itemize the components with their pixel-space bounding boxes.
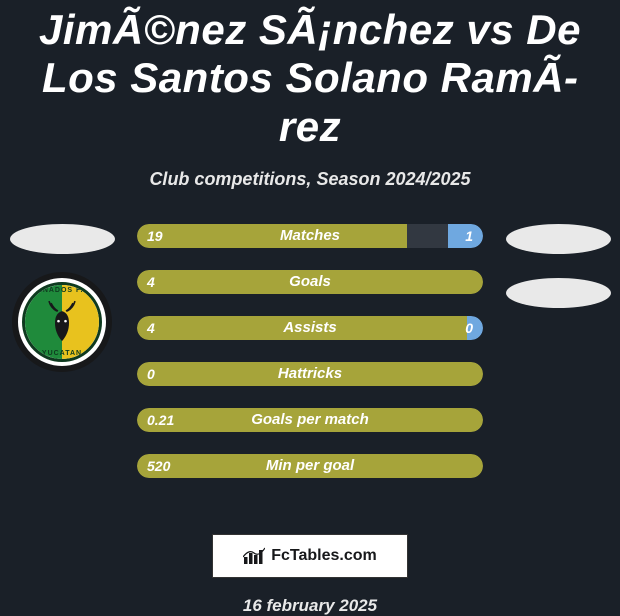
- player-right-silhouette-1: [506, 224, 611, 254]
- stat-bar: Assists4 0: [137, 316, 483, 340]
- fctables-label: FcTables.com: [271, 547, 377, 565]
- stat-bar: Matches19 1: [137, 224, 483, 248]
- stat-value-right: 1: [465, 224, 473, 248]
- subtitle: Club competitions, Season 2024/2025: [0, 169, 620, 190]
- comparison-arena: VENADOS F.C. YUCATAN Matches191Goals4Ass…: [0, 224, 620, 504]
- stat-bars: Matches191Goals4Assists40Hattricks0Goals…: [137, 224, 483, 478]
- stat-value-right: 0: [465, 316, 473, 340]
- stat-value-left: 4: [147, 270, 155, 294]
- stat-bar: Hattricks0: [137, 362, 483, 386]
- club-top-text: VENADOS F.C.: [25, 287, 99, 294]
- player-right-column: [498, 224, 618, 308]
- bar-chart-icon: [243, 547, 265, 565]
- stat-bar: Goals4: [137, 270, 483, 294]
- stat-label: Min per goal: [137, 454, 483, 478]
- deer-icon: [45, 299, 79, 343]
- stat-label: Hattricks: [137, 362, 483, 386]
- page-title: JimÃ©nez SÃ¡nchez vs De Los Santos Solan…: [0, 0, 620, 151]
- club-bottom-text: YUCATAN: [25, 350, 99, 357]
- player-left-club-badge: VENADOS F.C. YUCATAN: [12, 272, 112, 372]
- stat-value-left: 19: [147, 224, 163, 248]
- stat-label: Matches: [137, 224, 483, 248]
- stat-bar: Min per goal520: [137, 454, 483, 478]
- stat-label: Goals: [137, 270, 483, 294]
- date-label: 16 february 2025: [0, 596, 620, 616]
- fctables-badge: FcTables.com: [212, 534, 408, 578]
- player-left-silhouette: [10, 224, 115, 254]
- stat-bar: Goals per match0.21: [137, 408, 483, 432]
- stat-value-left: 0.21: [147, 408, 174, 432]
- stat-value-left: 520: [147, 454, 170, 478]
- stat-value-left: 0: [147, 362, 155, 386]
- player-left-column: VENADOS F.C. YUCATAN: [2, 224, 122, 372]
- player-right-silhouette-2: [506, 278, 611, 308]
- stat-value-left: 4: [147, 316, 155, 340]
- stat-label: Goals per match: [137, 408, 483, 432]
- stat-label: Assists: [137, 316, 483, 340]
